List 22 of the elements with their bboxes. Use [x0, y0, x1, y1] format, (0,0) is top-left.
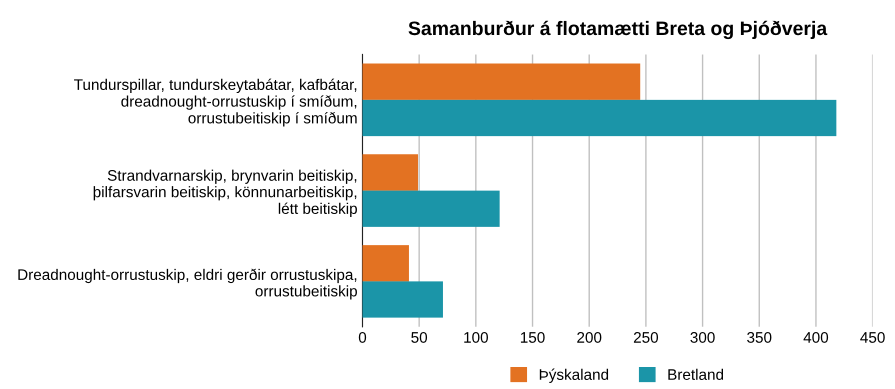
x-tick-label: 150 [520, 332, 545, 343]
legend-label: Bretland [668, 368, 724, 380]
legend-label: Þýskaland [540, 368, 608, 383]
bar [362, 245, 409, 282]
x-tick-label: 50 [411, 332, 428, 343]
x-tick-label: 450 [860, 332, 885, 343]
bar [362, 281, 443, 318]
bar [362, 100, 836, 136]
x-tick-label: 0 [358, 332, 366, 343]
x-tick-label: 100 [464, 332, 488, 343]
x-tick-label: 250 [634, 332, 658, 343]
bar [362, 64, 640, 100]
x-tick-label: 200 [577, 332, 602, 343]
bar [362, 154, 418, 191]
x-tick-label: 400 [804, 332, 828, 343]
bar [362, 190, 500, 227]
x-tick-label: 350 [747, 332, 772, 343]
y-tick-label: Dreadnought-orrustuskip, eldri gerðir orrustuskipa, orrustubeitiskip [18, 268, 357, 300]
chart-title: Samanburður á flotamætti Breta og Þjóðverja [408, 20, 828, 40]
y-tick-label: Tundurspillar, tundurskeytabátar, kafbátar, dreadnought-orrustuskip í smíðum, orrustubeitiskip í smíðum [74, 78, 357, 126]
y-tick-label: Strandvarnarskip, brynvarin beitiskip, þilfarsvarin beitiskip, könnunarbeitiskip, létt beitiskip [94, 170, 357, 218]
x-tick-label: 300 [690, 332, 715, 343]
